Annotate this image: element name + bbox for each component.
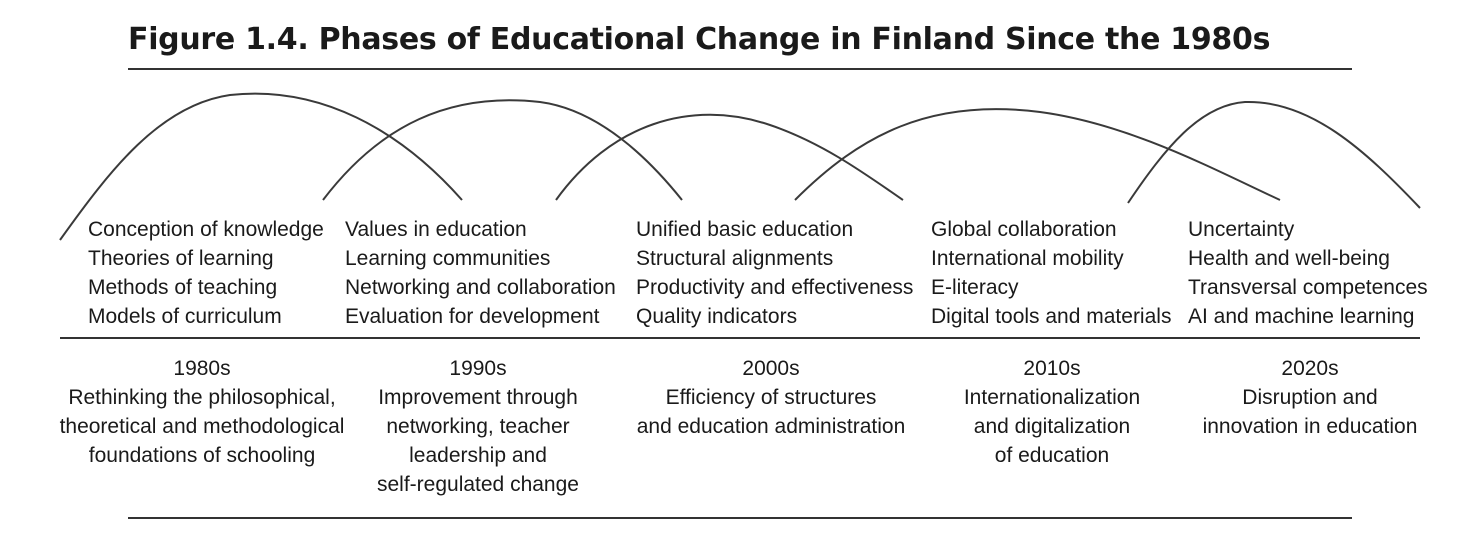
theme-item: International mobility: [931, 247, 1124, 270]
phase-decade: 1990s: [449, 357, 507, 380]
curve-2020s: [1127, 100, 1421, 209]
phase-decade: 1980s: [173, 357, 231, 380]
theme-item: Models of curriculum: [88, 305, 282, 328]
phase-description-line: and education administration: [636, 415, 906, 438]
theme-item: Structural alignments: [636, 247, 834, 270]
themes-2010s: Global collaboration International mobil…: [931, 215, 1171, 331]
theme-item: Global collaboration: [931, 218, 1117, 241]
bottom-rule: [128, 517, 1352, 519]
theme-item: Uncertainty: [1188, 218, 1295, 241]
phase-description-line: networking, teacher: [386, 415, 570, 438]
theme-item: Transversal competences: [1188, 276, 1428, 299]
phase-description-line: Efficiency of structures: [665, 386, 877, 409]
theme-item: Quality indicators: [636, 305, 798, 328]
phase-decade: 2010s: [1023, 357, 1081, 380]
phase-1980s: 1980s Rethinking the philosophical, theo…: [56, 354, 348, 470]
theme-item: Digital tools and materials: [931, 305, 1172, 328]
phase-description-line: theoretical and methodological: [59, 415, 345, 438]
theme-item: Networking and collaboration: [345, 276, 616, 299]
phase-description-line: of education: [994, 444, 1110, 467]
themes-2020s: Uncertainty Health and well-being Transv…: [1188, 215, 1428, 331]
figure-title: Figure 1.4. Phases of Educational Change…: [128, 22, 1271, 57]
theme-item: Unified basic education: [636, 218, 854, 241]
theme-item: AI and machine learning: [1188, 305, 1415, 328]
themes-2000s: Unified basic education Structural align…: [636, 215, 913, 331]
phase-description-line: Disruption and: [1242, 386, 1378, 409]
curve-1990s: [322, 99, 683, 201]
theme-item: Theories of learning: [88, 247, 274, 270]
theme-item: Productivity and effectiveness: [636, 276, 914, 299]
phase-decade: 2020s: [1281, 357, 1339, 380]
phase-description-line: innovation in education: [1202, 415, 1418, 438]
curve-1980s: [59, 92, 463, 241]
curve-2000s: [555, 113, 904, 201]
curve-2010s: [794, 108, 1281, 201]
phase-description-line: Improvement through: [378, 386, 578, 409]
themes-1990s: Values in education Learning communities…: [345, 215, 616, 331]
theme-item: Learning communities: [345, 247, 551, 270]
phase-2010s: 2010s Internationalization and digitaliz…: [932, 354, 1172, 470]
phase-1990s: 1990s Improvement through networking, te…: [348, 354, 608, 499]
phase-decade: 2000s: [742, 357, 800, 380]
phase-description-line: self-regulated change: [377, 473, 579, 496]
theme-item: E-literacy: [931, 276, 1019, 299]
top-rule: [128, 68, 1352, 70]
theme-item: Methods of teaching: [88, 276, 278, 299]
theme-item: Conception of knowledge: [88, 218, 324, 241]
phase-2020s: 2020s Disruption and innovation in educa…: [1190, 354, 1430, 441]
phase-description-line: leadership and: [409, 444, 547, 467]
phase-description-line: foundations of schooling: [88, 444, 316, 467]
phase-description-line: Internationalization: [963, 386, 1141, 409]
theme-item: Health and well-being: [1188, 247, 1390, 270]
phase-2000s: 2000s Efficiency of structures and educa…: [621, 354, 921, 441]
theme-item: Values in education: [345, 218, 527, 241]
phase-description-line: and digitalization: [973, 415, 1131, 438]
theme-item: Evaluation for development: [345, 305, 600, 328]
themes-1980s: Conception of knowledge Theories of lear…: [88, 215, 324, 331]
middle-rule: [60, 337, 1420, 339]
phase-description-line: Rethinking the philosophical,: [68, 386, 336, 409]
